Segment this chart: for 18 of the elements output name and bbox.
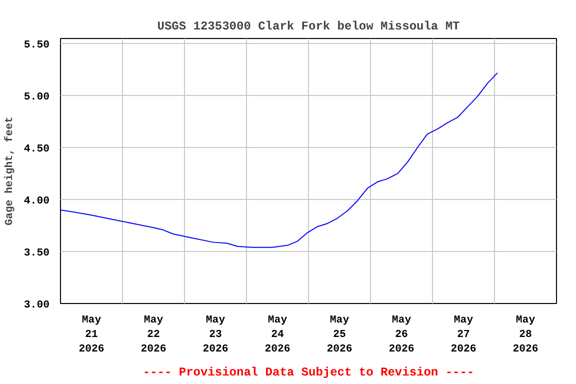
x-tick-label: May 26 2026 (388, 314, 414, 356)
y-tick-label: 5.00 (24, 92, 50, 104)
y-tick-label: 3.00 (24, 300, 50, 312)
y-tick-label: 5.50 (24, 40, 50, 52)
chart-title: USGS 12353000 Clark Fork below Missoula MT (157, 20, 460, 34)
y-tick-label: 4.50 (24, 144, 50, 156)
x-tick-label: May 23 2026 (202, 314, 228, 356)
x-tick-label: May 22 2026 (140, 314, 166, 356)
x-tick-label: May 21 2026 (78, 314, 104, 356)
x-tick-label: May 24 2026 (264, 314, 290, 356)
line-series (60, 72, 498, 248)
y-tick-label: 3.50 (24, 248, 50, 260)
text: ---- Provisional Data Subject to Revision ---- (142, 366, 474, 380)
y-axis-title: Gage height, feet (4, 116, 16, 226)
x-tick-label: May 25 2026 (326, 314, 352, 356)
x-tick-label: May 27 2026 (450, 314, 476, 356)
y-tick-label: 4.00 (24, 196, 50, 208)
x-tick-label: May 28 2026 (512, 314, 538, 356)
